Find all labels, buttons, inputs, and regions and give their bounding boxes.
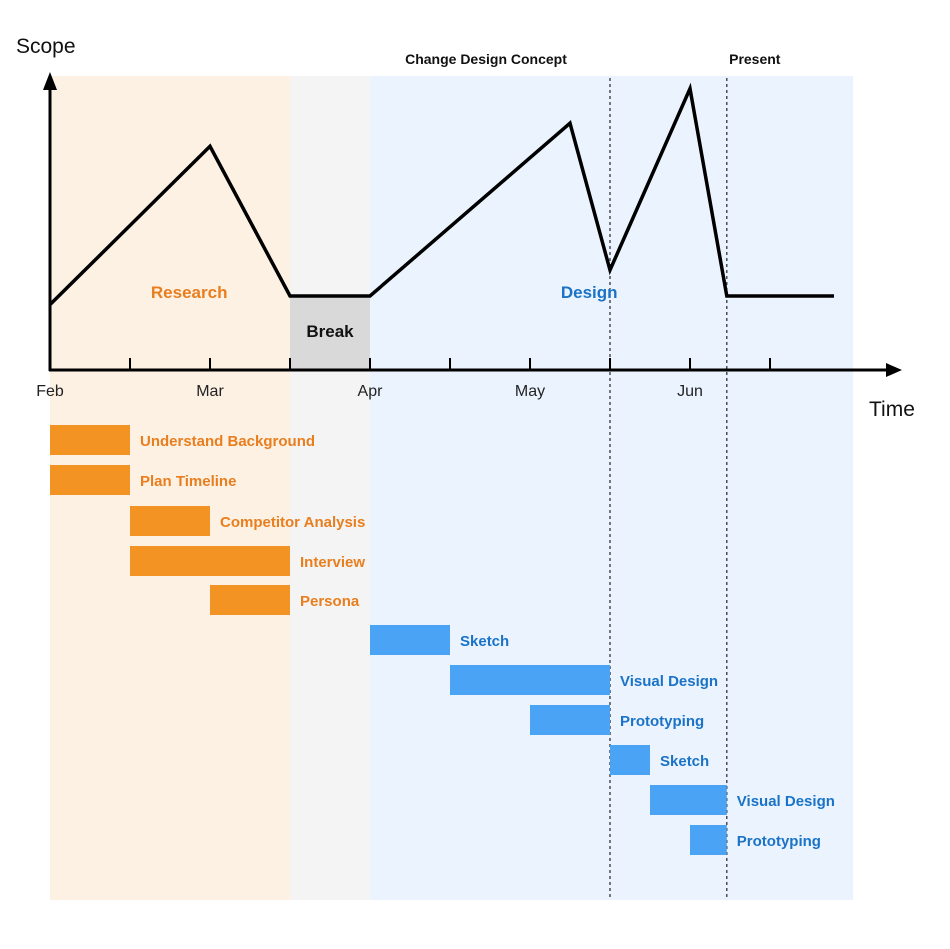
task-label: Persona [300, 593, 360, 610]
y-axis-title: Scope [16, 35, 76, 58]
phase-band-design [370, 76, 854, 900]
task-bar [370, 625, 450, 655]
scope-line [48, 82, 834, 306]
marker-label-1: Change Design Concept [405, 51, 567, 67]
y-axis-arrow [43, 72, 57, 90]
task-label: Visual Design [620, 673, 718, 690]
break-label: Break [306, 322, 354, 341]
task-label: Understand Background [140, 433, 315, 450]
x-tick-label: Feb [36, 383, 64, 400]
x-axis-arrow [886, 363, 902, 377]
phase-labels: Research Design [151, 283, 618, 302]
task-bars: Understand Background Plan Timeline Compet… [50, 425, 835, 855]
marker-label-2: Present [729, 51, 781, 67]
task-label: Plan Timeline [140, 473, 236, 490]
phase-label-design: Design [561, 283, 618, 302]
task-label: Visual Design [737, 793, 835, 810]
task-bar [610, 745, 650, 775]
phase-band-break [290, 76, 370, 900]
task-label: Prototyping [620, 713, 704, 730]
task-bar [530, 705, 610, 735]
x-tick-label: Mar [196, 383, 224, 400]
task-bar [650, 785, 727, 815]
task-bar [690, 825, 727, 855]
task-bar [130, 506, 210, 536]
task-bar [50, 425, 130, 455]
x-tick-label: Jun [677, 383, 703, 400]
axes: Scope Time [16, 35, 915, 421]
task-bar [210, 585, 290, 615]
x-axis-title: Time [869, 398, 915, 421]
x-tick-label: May [515, 383, 545, 400]
x-ticks: Feb Mar Apr May Jun [36, 358, 771, 400]
task-label: Sketch [460, 633, 509, 650]
task-label: Competitor Analysis [220, 514, 365, 531]
task-bar [50, 465, 130, 495]
phase-backgrounds [50, 76, 854, 900]
task-bar [130, 546, 290, 576]
task-label: Interview [300, 554, 365, 571]
phase-label-research: Research [151, 283, 228, 302]
task-label: Prototyping [737, 833, 821, 850]
break-box [290, 296, 370, 370]
task-bar [450, 665, 610, 695]
break-layer: Break [290, 296, 370, 370]
task-label: Sketch [660, 753, 709, 770]
x-tick-label: Apr [358, 383, 384, 400]
